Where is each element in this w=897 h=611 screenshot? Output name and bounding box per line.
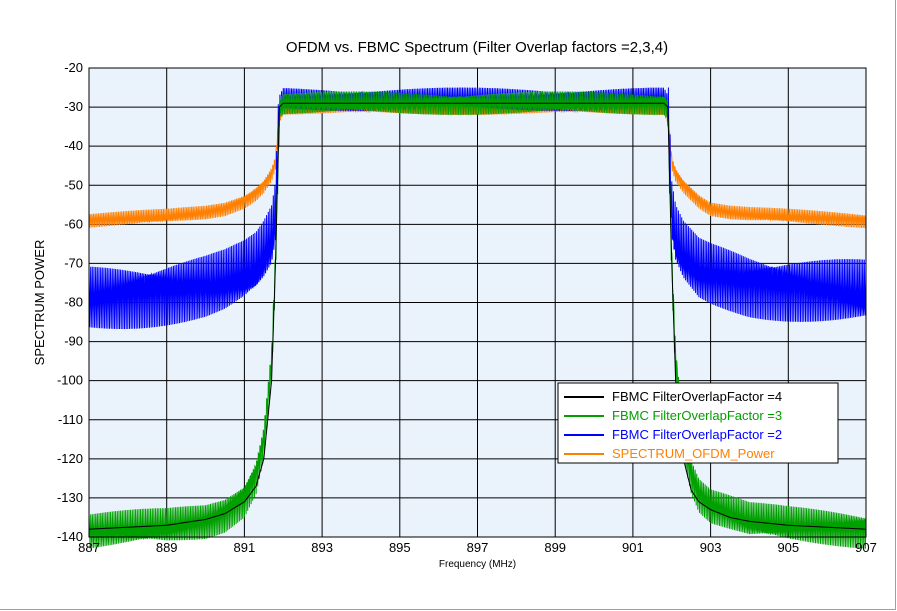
series-line: [88, 87, 867, 330]
y-tick-labels: -20 -30 -40 -50 -60 -70 -80 -90 -100 -110 -120 -130…: [57, 60, 83, 544]
legend: FBMC FilterOverlapFactor =4 FBMC FilterOv…: [557, 382, 839, 464]
x-tick-label: 889: [156, 540, 178, 555]
y-tick-label: -40: [64, 138, 83, 153]
legend-entry: FBMC FilterOverlapFactor =4: [612, 389, 782, 404]
y-tick-label: -20: [64, 60, 83, 75]
x-tick-label: 893: [311, 540, 333, 555]
x-tick-label: 903: [700, 540, 722, 555]
y-tick-label: -70: [64, 255, 83, 270]
x-tick-label: 901: [622, 540, 644, 555]
y-tick-label: -120: [57, 451, 83, 466]
x-axis-label: Frequency (MHz): [439, 559, 516, 570]
y-tick-label: -130: [57, 490, 83, 505]
y-axis-label: SPECTRUM POWER: [32, 240, 47, 366]
series-layer: [88, 87, 867, 549]
y-tick-label: -110: [58, 412, 83, 427]
legend-entry: SPECTRUM_OFDM_Power: [612, 446, 775, 461]
chart-title: OFDM vs. FBMC Spectrum (Filter Overlap f…: [286, 39, 668, 56]
x-tick-label: 899: [544, 540, 566, 555]
x-tick-labels: 887 889 891 893 895 897 899 901 903 905 907: [78, 540, 877, 555]
y-tick-label: -80: [64, 295, 83, 310]
y-tick-label: -30: [64, 99, 83, 114]
y-tick-label: -60: [64, 216, 83, 231]
y-tick-label: -50: [64, 177, 83, 192]
y-tick-label: -90: [64, 334, 83, 349]
x-tick-label: 897: [467, 540, 489, 555]
x-tick-label: 887: [78, 540, 100, 555]
x-tick-label: 891: [234, 540, 256, 555]
series-line: [89, 102, 866, 530]
x-tick-label: 895: [389, 540, 411, 555]
x-tick-label: 905: [777, 540, 799, 555]
x-tick-label: 907: [855, 540, 877, 555]
legend-box: [557, 382, 839, 464]
legend-entry: FBMC FilterOverlapFactor =3: [612, 408, 782, 423]
series-line: [88, 91, 867, 549]
legend-entry: FBMC FilterOverlapFactor =2: [612, 427, 782, 442]
plot-border: [88, 67, 867, 538]
y-tick-label: -140: [57, 529, 83, 544]
y-tick-label: -100: [57, 373, 83, 388]
